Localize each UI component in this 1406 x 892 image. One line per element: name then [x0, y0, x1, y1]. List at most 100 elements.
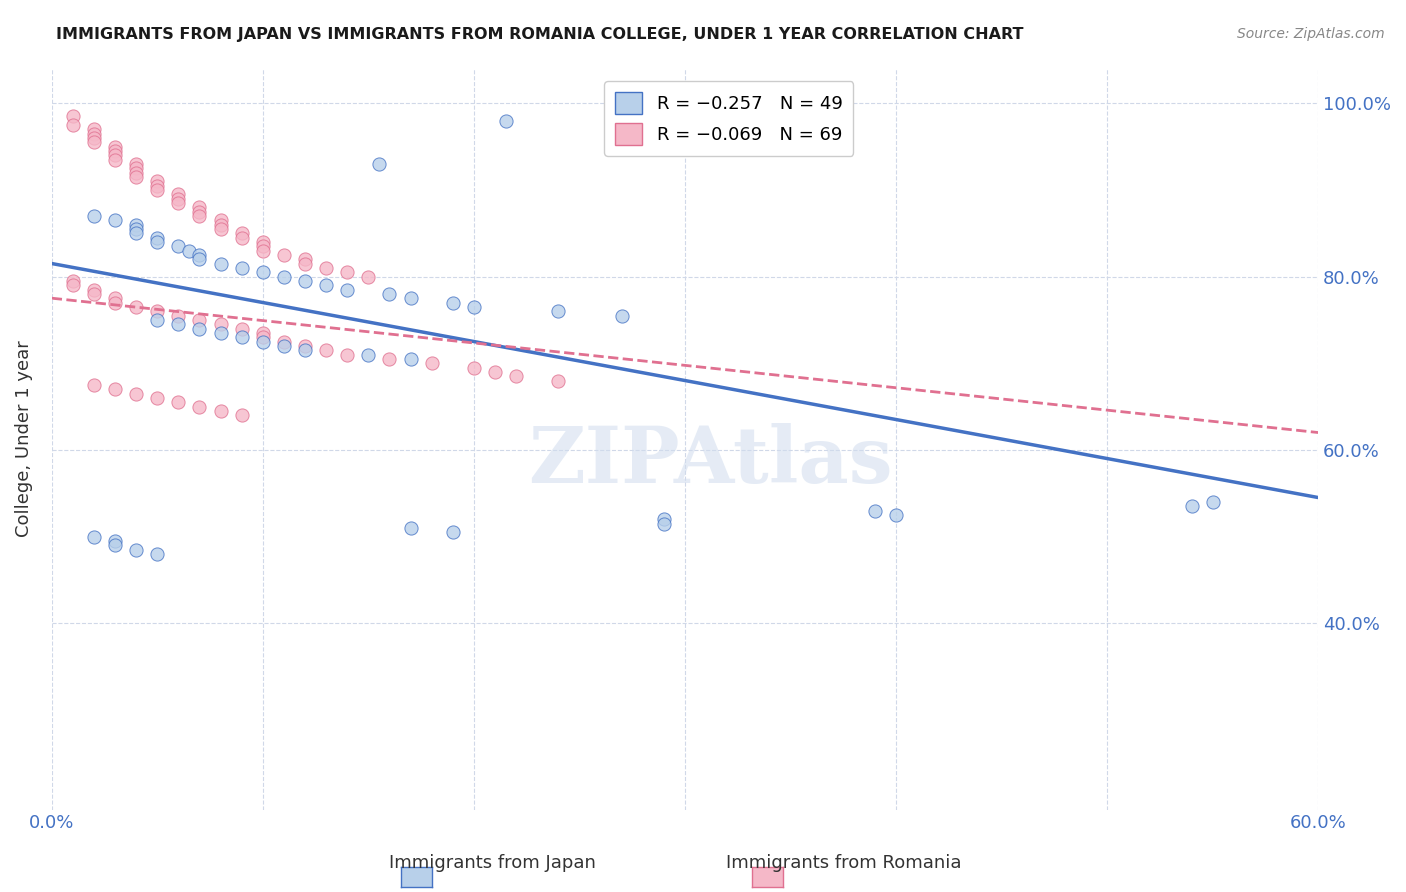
Point: [399, 351, 422, 366]
Point: [273, 334, 295, 349]
Text: ZIPAtlas: ZIPAtlas: [529, 424, 893, 500]
Point: [146, 230, 169, 244]
Point: [315, 260, 337, 275]
Point: [1201, 495, 1223, 509]
Point: [146, 235, 169, 249]
Point: [315, 278, 337, 293]
Point: [167, 192, 190, 206]
Point: [104, 144, 127, 158]
Point: [125, 386, 148, 401]
Point: [294, 252, 316, 267]
Text: IMMIGRANTS FROM JAPAN VS IMMIGRANTS FROM ROMANIA COLLEGE, UNDER 1 YEAR CORRELATI: IMMIGRANTS FROM JAPAN VS IMMIGRANTS FROM…: [56, 27, 1024, 42]
Point: [104, 213, 127, 227]
Point: [252, 239, 274, 253]
Point: [209, 213, 232, 227]
Point: [188, 400, 211, 414]
Point: [336, 347, 359, 361]
Point: [83, 122, 105, 136]
Point: [83, 131, 105, 145]
Point: [209, 256, 232, 270]
Point: [273, 339, 295, 353]
Point: [252, 244, 274, 258]
Point: [62, 278, 84, 293]
Point: [177, 244, 200, 258]
Point: [146, 178, 169, 193]
Point: [188, 248, 211, 262]
Point: [125, 169, 148, 184]
Point: [336, 265, 359, 279]
Point: [378, 286, 401, 301]
Point: [294, 339, 316, 353]
Point: [252, 265, 274, 279]
Point: [104, 139, 127, 153]
Point: [125, 222, 148, 236]
Point: [62, 109, 84, 123]
Point: [547, 304, 569, 318]
Point: [231, 330, 253, 344]
Point: [146, 174, 169, 188]
Point: [1180, 499, 1202, 513]
Point: [104, 533, 127, 548]
Point: [252, 326, 274, 340]
Point: [252, 330, 274, 344]
Point: [231, 321, 253, 335]
Point: [188, 209, 211, 223]
Point: [231, 226, 253, 240]
Point: [83, 283, 105, 297]
Point: [104, 153, 127, 167]
Point: [367, 157, 389, 171]
Point: [273, 269, 295, 284]
Point: [505, 369, 527, 384]
Point: [167, 317, 190, 331]
Point: [146, 313, 169, 327]
Point: [378, 351, 401, 366]
Point: [83, 529, 105, 543]
Point: [167, 239, 190, 253]
Point: [83, 135, 105, 149]
Y-axis label: College, Under 1 year: College, Under 1 year: [15, 341, 32, 537]
Point: [336, 283, 359, 297]
Point: [83, 209, 105, 223]
Point: [125, 218, 148, 232]
Point: [104, 148, 127, 162]
Point: [62, 118, 84, 132]
Point: [104, 382, 127, 396]
Point: [209, 404, 232, 418]
Point: [652, 516, 675, 531]
Point: [62, 274, 84, 288]
Point: [167, 309, 190, 323]
Point: [294, 274, 316, 288]
Point: [167, 395, 190, 409]
Point: [495, 113, 517, 128]
Point: [188, 321, 211, 335]
Point: [104, 538, 127, 552]
Point: [146, 304, 169, 318]
Point: [167, 187, 190, 202]
Point: [463, 300, 485, 314]
Text: Source: ZipAtlas.com: Source: ZipAtlas.com: [1237, 27, 1385, 41]
Point: [125, 300, 148, 314]
Point: [167, 195, 190, 210]
Point: [188, 204, 211, 219]
Point: [125, 165, 148, 179]
Text: Immigrants from Romania: Immigrants from Romania: [725, 855, 962, 872]
Text: Immigrants from Japan: Immigrants from Japan: [388, 855, 596, 872]
Point: [231, 230, 253, 244]
Point: [146, 547, 169, 561]
Point: [252, 235, 274, 249]
Point: [209, 317, 232, 331]
Point: [125, 542, 148, 557]
Point: [484, 365, 506, 379]
Legend: R = −0.257   N = 49, R = −0.069   N = 69: R = −0.257 N = 49, R = −0.069 N = 69: [605, 81, 853, 156]
Point: [209, 326, 232, 340]
Point: [441, 525, 464, 540]
Point: [252, 334, 274, 349]
Point: [652, 512, 675, 526]
Point: [315, 343, 337, 358]
Point: [463, 360, 485, 375]
Point: [610, 309, 633, 323]
Point: [231, 408, 253, 422]
Point: [884, 508, 907, 522]
Point: [547, 374, 569, 388]
Point: [209, 218, 232, 232]
